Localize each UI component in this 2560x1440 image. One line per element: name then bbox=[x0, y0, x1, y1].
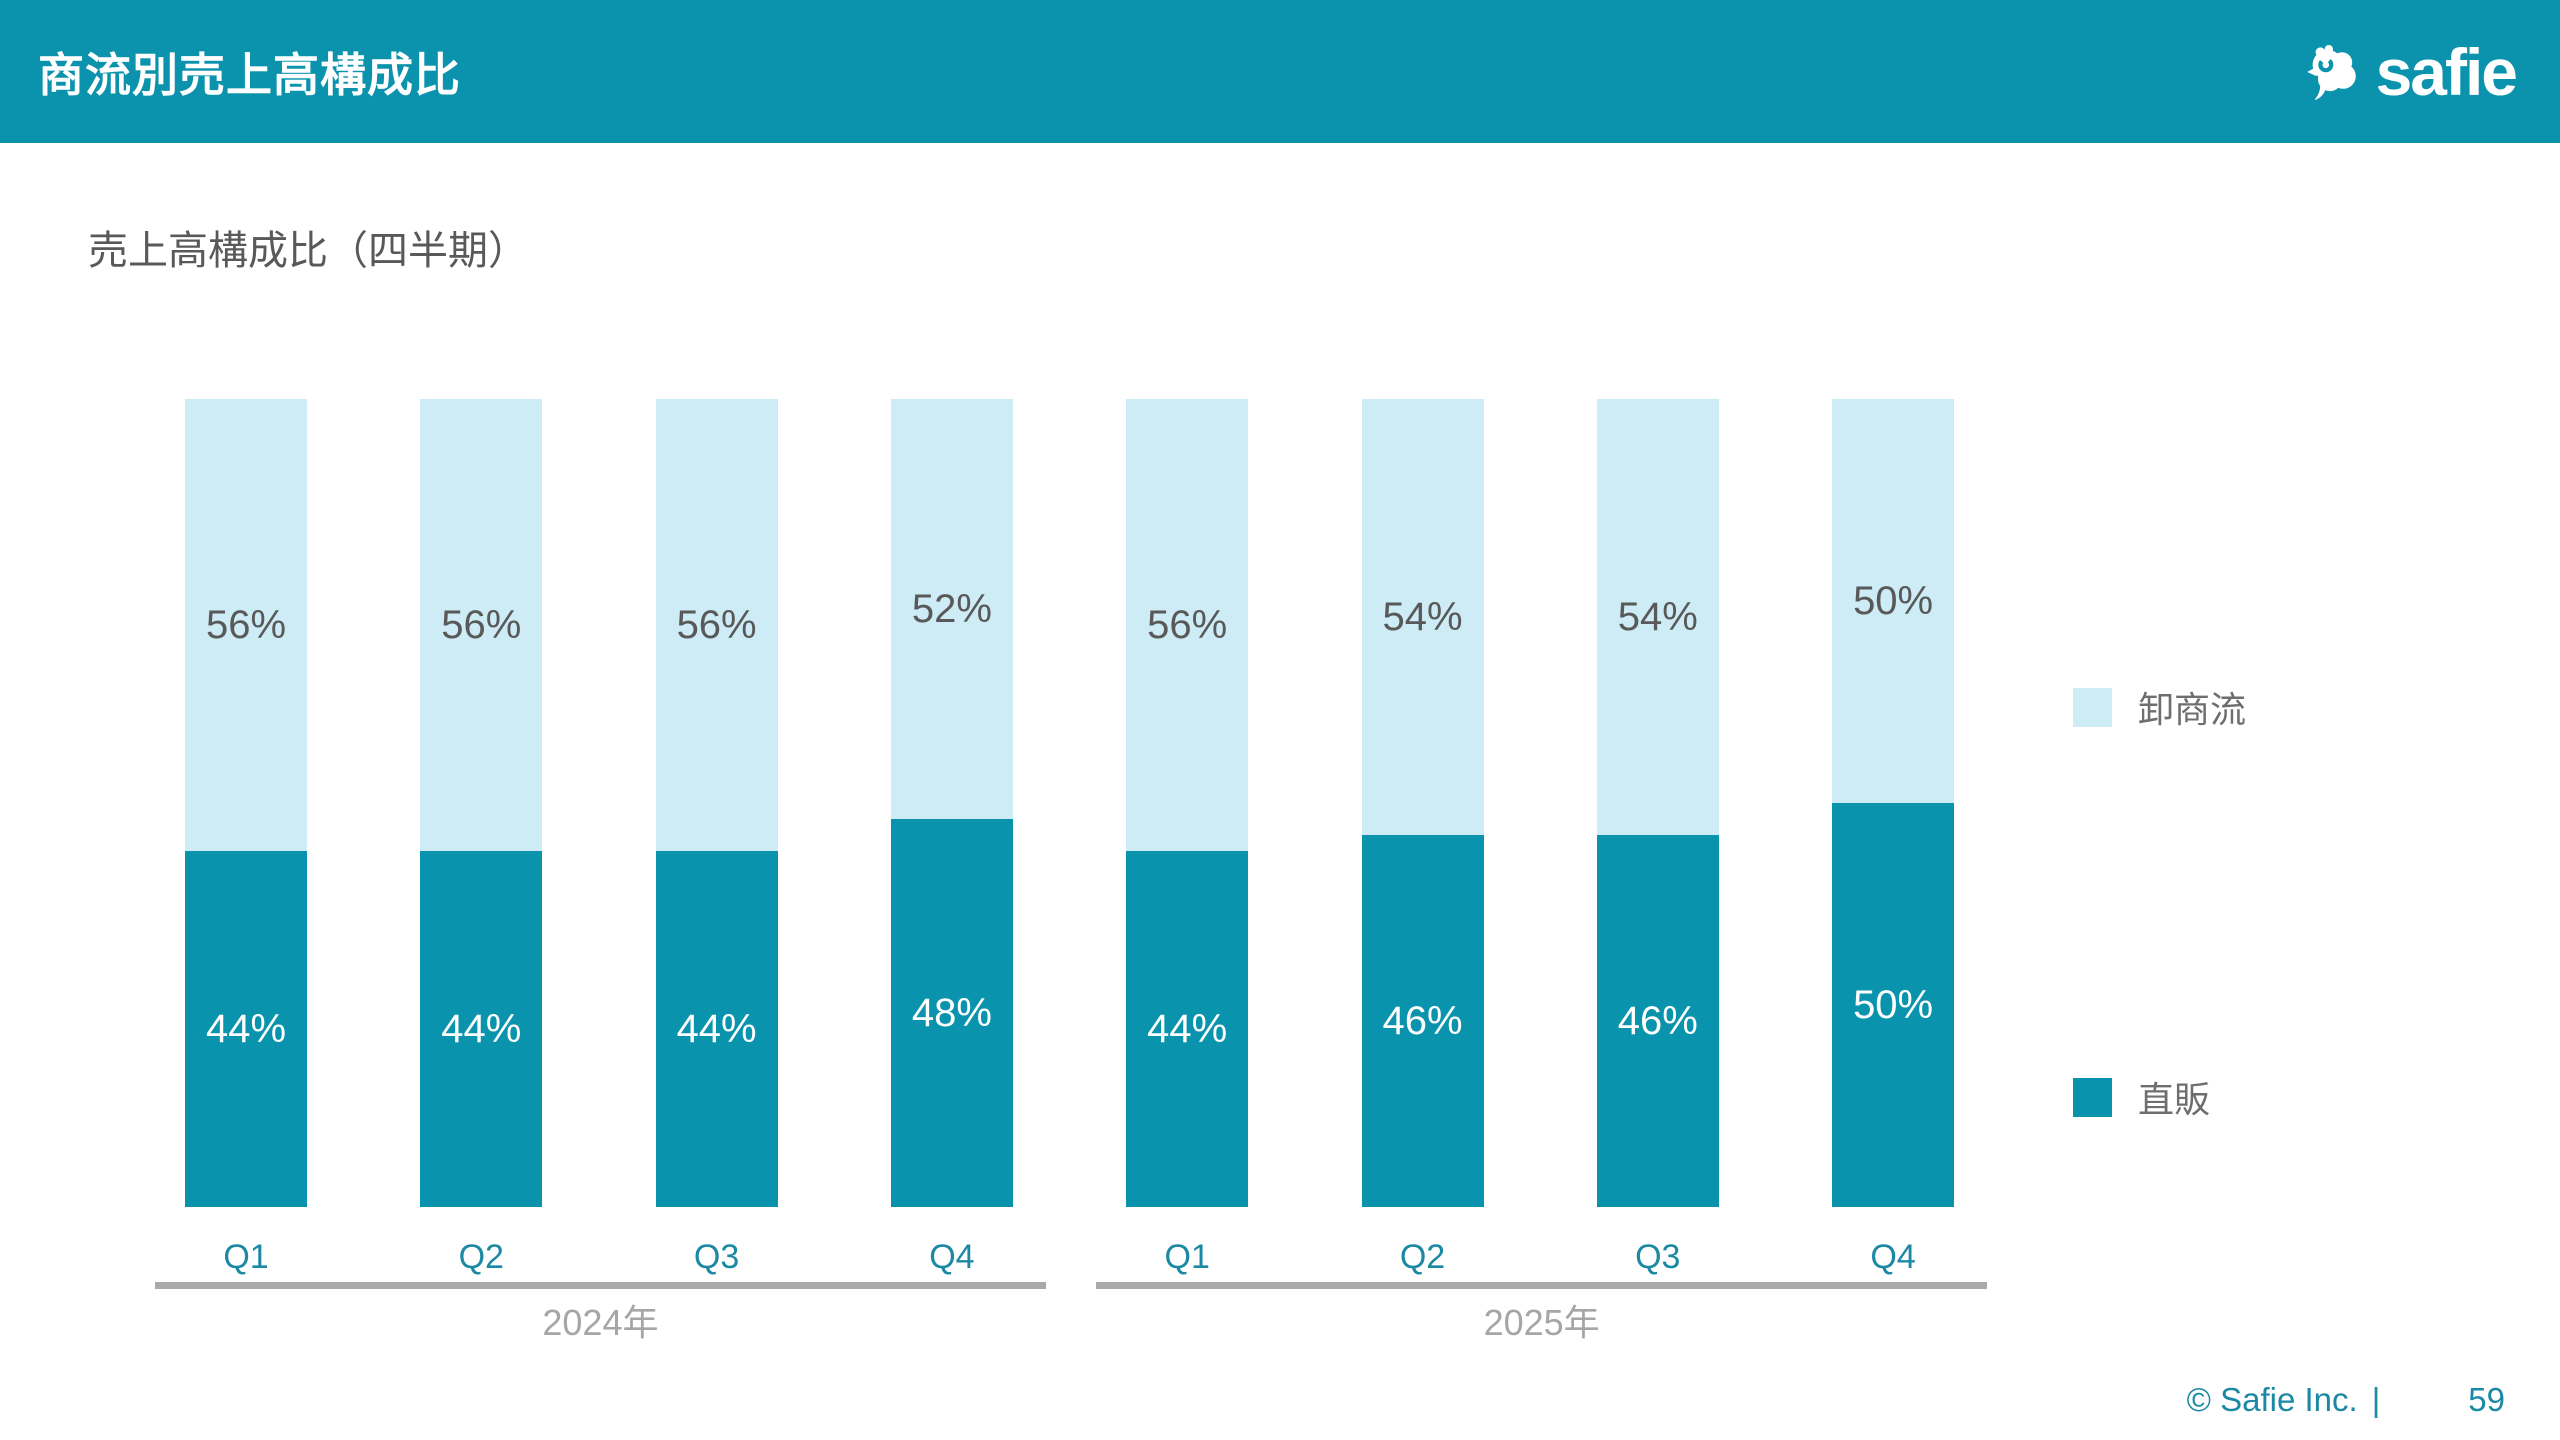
safie-logo: safie bbox=[2306, 0, 2518, 143]
bar-1: 56% 44% bbox=[185, 399, 307, 1207]
bar-segment-wholesale: 50% bbox=[1832, 399, 1955, 803]
footer: © Safie Inc. | 59 bbox=[2187, 1381, 2505, 1419]
bar-segment-wholesale: 56% bbox=[1126, 399, 1249, 852]
bar-value-label-direct: 44% bbox=[676, 1006, 757, 1051]
bar-value-label-direct: 44% bbox=[1147, 1006, 1228, 1051]
page-title: 商流別売上高構成比 bbox=[38, 48, 461, 101]
bar-6: 54% 46% bbox=[1361, 399, 1484, 1207]
bar-segment-direct: 44% bbox=[1126, 851, 1249, 1207]
safie-logo-text: safie bbox=[2375, 34, 2518, 109]
bar-segment-direct: 48% bbox=[890, 819, 1013, 1207]
legend-label-wholesale: 卸商流 bbox=[2138, 689, 2247, 730]
bar-segment-wholesale: 56% bbox=[655, 399, 778, 852]
bar-value-label-wholesale: 56% bbox=[676, 602, 757, 647]
bar-segment-wholesale: 54% bbox=[1361, 399, 1484, 836]
bar-value-label-wholesale: 56% bbox=[205, 602, 287, 647]
legend-swatch-wholesale bbox=[2073, 687, 2112, 727]
year-label: 2025年 bbox=[1483, 1302, 1600, 1343]
year-label: 2024年 bbox=[542, 1302, 659, 1343]
x-axis-line bbox=[1096, 1282, 1988, 1289]
bar-segment-direct: 46% bbox=[1596, 835, 1719, 1207]
bar-value-label-direct: 44% bbox=[205, 1006, 287, 1051]
bar-value-label-wholesale: 56% bbox=[1147, 602, 1228, 647]
bar-segment-wholesale: 52% bbox=[890, 399, 1013, 820]
bar-value-label-wholesale: 56% bbox=[441, 602, 522, 647]
legend-swatch-direct bbox=[2073, 1077, 2112, 1117]
bar-value-label-wholesale: 54% bbox=[1617, 594, 1698, 639]
bar-value-label-wholesale: 54% bbox=[1382, 594, 1463, 639]
legend-item-direct: 直販 bbox=[2073, 1071, 2210, 1123]
category-label: Q2 bbox=[1399, 1238, 1446, 1276]
legend-label-direct: 直販 bbox=[2138, 1079, 2211, 1120]
bar-segment-wholesale: 54% bbox=[1596, 399, 1719, 836]
category-label: Q1 bbox=[1164, 1238, 1210, 1276]
bar-segment-direct: 46% bbox=[1361, 835, 1484, 1207]
bar-8: 50% 50% bbox=[1832, 399, 1955, 1207]
category-label: Q4 bbox=[1870, 1238, 1916, 1276]
bar-segment-direct: 50% bbox=[1832, 803, 1955, 1207]
bar-segment-wholesale: 56% bbox=[185, 399, 307, 852]
page-number: 59 bbox=[2468, 1381, 2505, 1418]
bar-segment-wholesale: 56% bbox=[420, 399, 543, 852]
x-axis-line bbox=[155, 1282, 1046, 1289]
category-label: Q1 bbox=[223, 1238, 269, 1276]
bar-value-label-wholesale: 50% bbox=[1853, 578, 1934, 623]
bar-3: 56% 44% bbox=[655, 399, 778, 1207]
category-label: Q3 bbox=[1635, 1238, 1681, 1276]
bar-7: 54% 46% bbox=[1596, 399, 1719, 1207]
legend-item-wholesale: 卸商流 bbox=[2073, 681, 2246, 733]
category-label: Q4 bbox=[929, 1238, 975, 1276]
category-label: Q2 bbox=[458, 1238, 504, 1276]
category-label: Q3 bbox=[693, 1238, 740, 1276]
header-bar: 商流別売上高構成比 safie bbox=[0, 0, 2560, 143]
copyright-text: © Safie Inc. bbox=[2186, 1381, 2358, 1418]
bar-5: 56% 44% bbox=[1126, 399, 1249, 1207]
bar-4: 52% 48% bbox=[890, 399, 1013, 1207]
bar-value-label-direct: 50% bbox=[1853, 982, 1934, 1027]
safie-bird-icon bbox=[2306, 44, 2356, 100]
footer-separator: | bbox=[2371, 1381, 2381, 1418]
bar-value-label-direct: 48% bbox=[911, 990, 992, 1035]
bar-segment-direct: 44% bbox=[655, 851, 778, 1207]
bar-segment-direct: 44% bbox=[420, 851, 543, 1207]
chart-subtitle: 売上高構成比（四半期） bbox=[88, 229, 528, 273]
bar-2: 56% 44% bbox=[420, 399, 543, 1207]
bar-segment-direct: 44% bbox=[185, 851, 307, 1207]
bar-value-label-direct: 46% bbox=[1617, 998, 1698, 1043]
bar-value-label-direct: 44% bbox=[441, 1006, 522, 1051]
bar-value-label-wholesale: 52% bbox=[911, 586, 992, 631]
bar-value-label-direct: 46% bbox=[1382, 998, 1463, 1043]
